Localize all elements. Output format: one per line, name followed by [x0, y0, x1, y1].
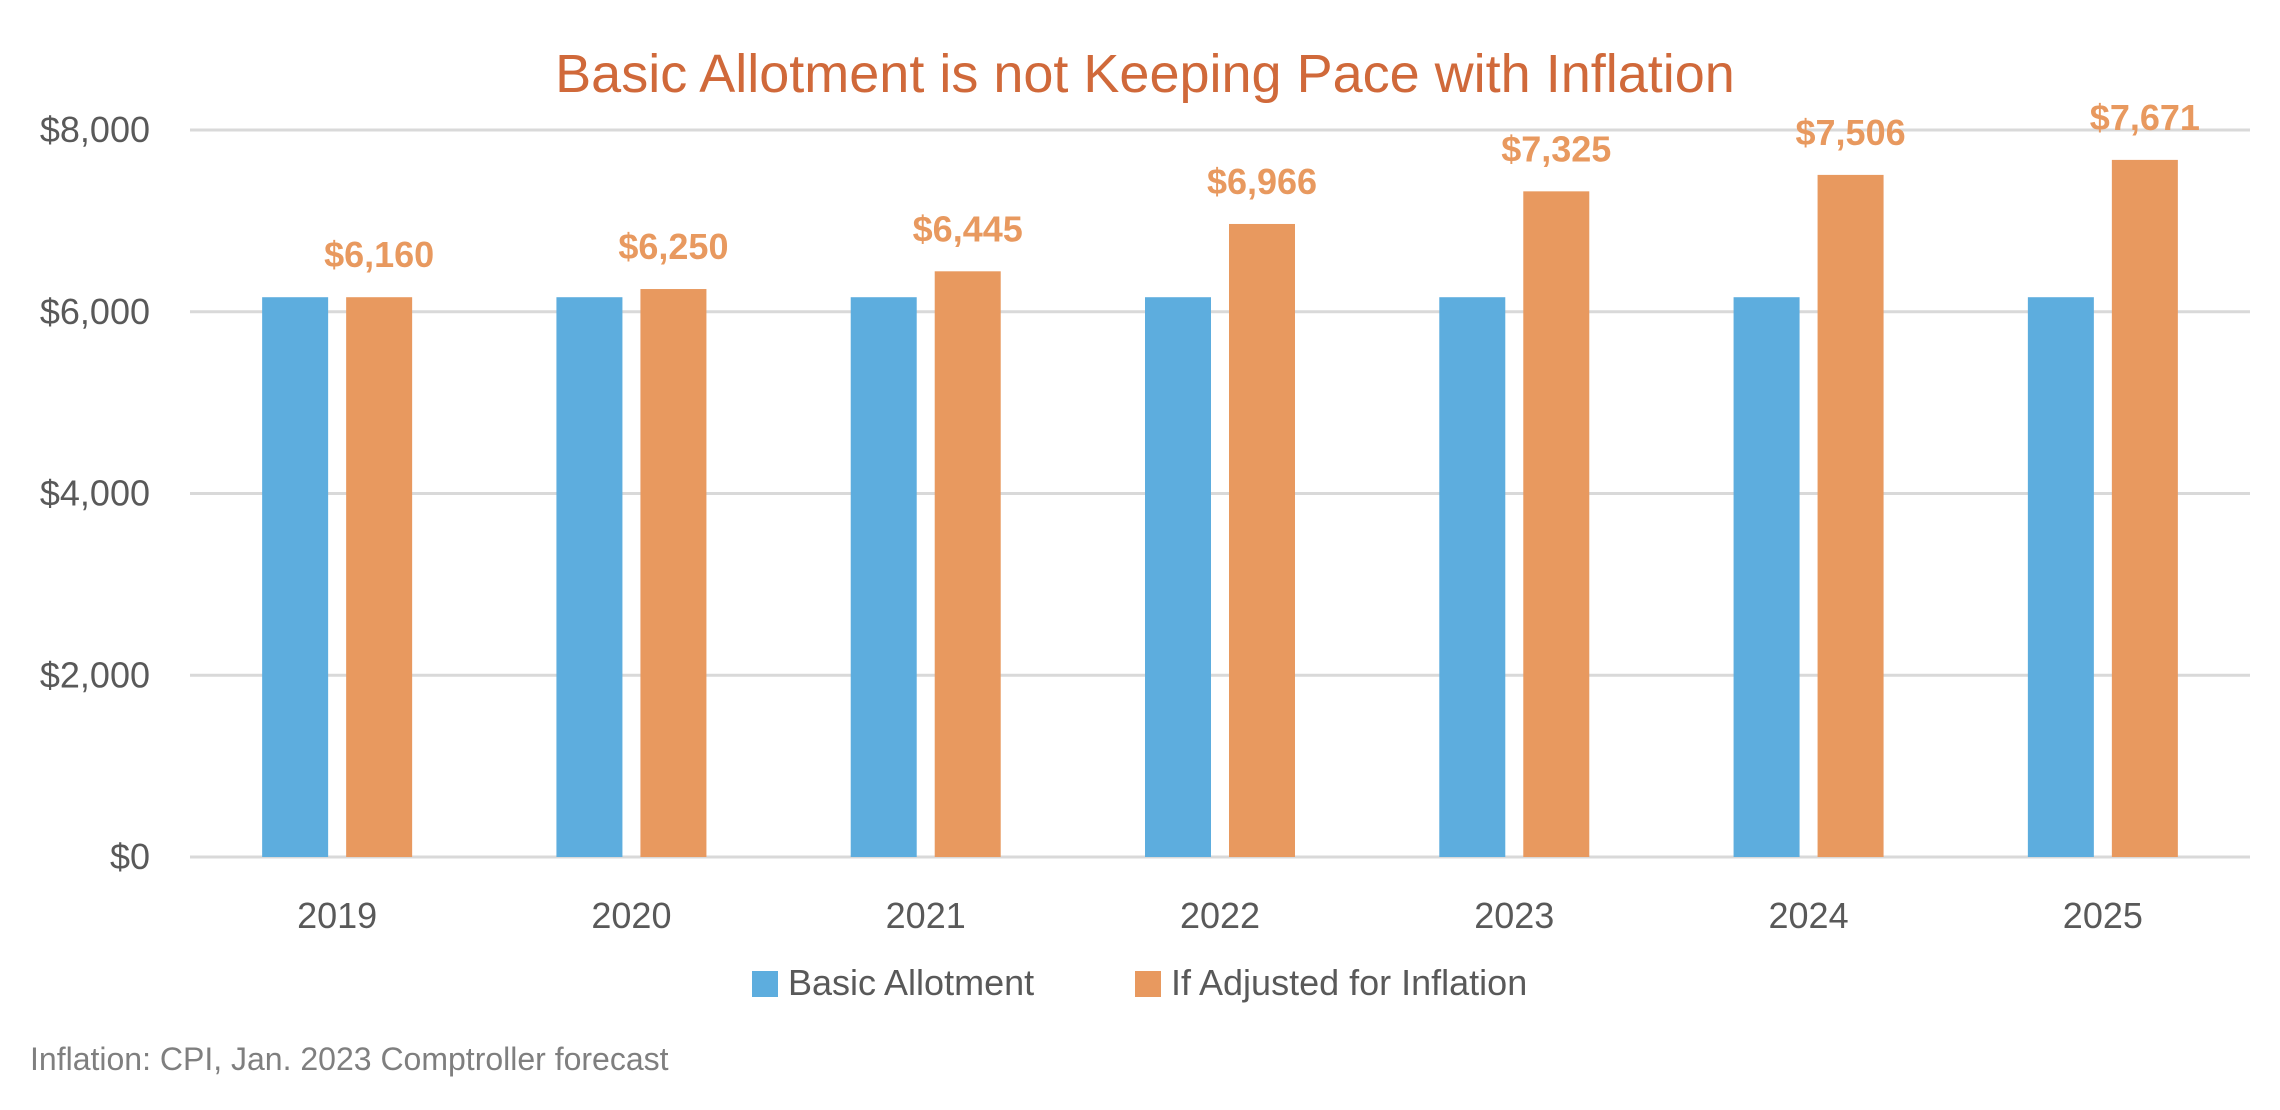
- data-label-2020: $6,250: [618, 226, 728, 267]
- bar-inflation-adjusted-2021: [934, 271, 1001, 857]
- x-tick-label: 2025: [2063, 895, 2143, 936]
- data-label-2023: $7,325: [1501, 128, 1611, 169]
- data-label-2021: $6,445: [913, 208, 1023, 249]
- bar-basic-allotment-2021: [850, 297, 917, 858]
- x-tick-label: 2023: [1474, 895, 1554, 936]
- data-labels: $6,160 $6,250 $6,445 $6,966 $7,325 $7,506 $7,6…: [324, 97, 2200, 275]
- legend-label: If Adjusted for Inflation: [1171, 962, 1527, 1003]
- bar-inflation-adjusted-2020: [640, 289, 707, 857]
- data-label-2019: $6,160: [324, 234, 434, 275]
- data-label-2022: $6,966: [1207, 161, 1317, 202]
- x-tick-label: 2020: [591, 895, 671, 936]
- footnote: Inflation: CPI, Jan. 2023 Comptroller fo…: [30, 1041, 669, 1077]
- x-tick-label: 2019: [297, 895, 377, 936]
- x-tick-label: 2021: [886, 895, 966, 936]
- y-tick-label: $2,000: [40, 654, 150, 695]
- legend-swatch: [1135, 971, 1161, 997]
- bar-inflation-adjusted-2023: [1523, 191, 1590, 857]
- bars: [262, 159, 2178, 858]
- x-axis-tick-labels: 2019 2020 2021 2022 2023 2024 2025: [297, 895, 2143, 936]
- x-tick-label: 2024: [1769, 895, 1849, 936]
- gridlines: [190, 128, 2250, 859]
- bar-basic-allotment-2020: [556, 297, 623, 858]
- data-label-2024: $7,506: [1796, 112, 1906, 153]
- bar-inflation-adjusted-2024: [1817, 174, 1884, 858]
- x-tick-label: 2022: [1180, 895, 1260, 936]
- y-tick-label: $6,000: [40, 291, 150, 332]
- y-tick-label: $4,000: [40, 473, 150, 514]
- y-tick-label: $0: [110, 836, 150, 877]
- y-tick-label: $8,000: [40, 109, 150, 150]
- chart-title: Basic Allotment is not Keeping Pace with…: [555, 44, 1735, 104]
- legend-label: Basic Allotment: [788, 962, 1034, 1003]
- legend-swatch: [752, 971, 778, 997]
- bar-basic-allotment-2023: [1439, 297, 1506, 858]
- bar-basic-allotment-2024: [1733, 297, 1800, 858]
- bar-inflation-adjusted-2022: [1229, 223, 1295, 858]
- bar-basic-allotment-2022: [1145, 297, 1211, 858]
- bar-basic-allotment-2019: [262, 297, 329, 858]
- bar-inflation-adjusted-2025: [2111, 159, 2178, 857]
- bar-basic-allotment-2025: [2027, 297, 2094, 858]
- y-axis-tick-labels: $0 $2,000 $4,000 $6,000 $8,000: [40, 109, 150, 877]
- data-label-2025: $7,671: [2090, 97, 2200, 138]
- bar-inflation-adjusted-2019: [346, 297, 413, 858]
- legend: Basic Allotment If Adjusted for Inflation: [752, 962, 1527, 1003]
